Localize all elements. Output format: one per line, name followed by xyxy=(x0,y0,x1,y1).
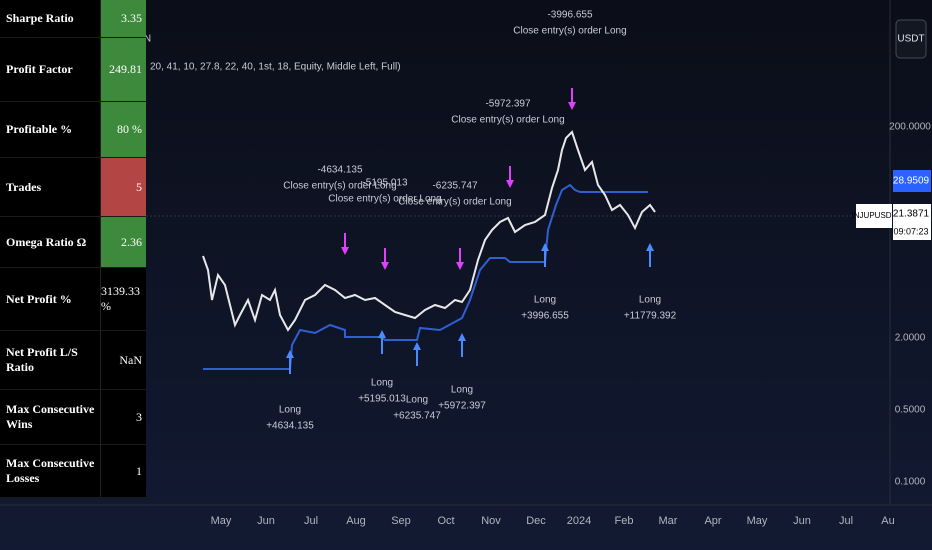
entry-arrow-head xyxy=(646,243,654,251)
time-label: Jul xyxy=(304,515,318,527)
stat-value: NaN xyxy=(100,331,146,389)
entry-amount: +3996.655 xyxy=(521,311,569,322)
time-label: Dec xyxy=(526,515,546,527)
stats-row: Profitable % 80 % xyxy=(0,102,146,158)
current-price: 21.3871 xyxy=(893,209,930,220)
entry-amount: +6235.747 xyxy=(393,411,441,422)
stat-name: Sharpe Ratio xyxy=(0,0,100,37)
currency-button xyxy=(895,19,927,59)
symbol-tag: INJUPUSDT xyxy=(852,211,897,220)
entry-label: Long xyxy=(451,385,473,396)
exit-amount: -6235.747 xyxy=(432,181,477,192)
time-label: Jun xyxy=(793,515,811,527)
time-label: Au xyxy=(881,515,894,527)
entry-arrow-head xyxy=(286,350,294,358)
stat-name: Net Profit L/S Ratio xyxy=(0,331,100,389)
entry-amount: +11779.392 xyxy=(624,311,677,322)
exit-arrow-head xyxy=(381,262,389,270)
countdown: 09:07:23 xyxy=(893,226,928,236)
entry-arrow-head xyxy=(413,342,421,350)
time-label: Jul xyxy=(839,515,853,527)
time-label: Feb xyxy=(615,515,634,527)
time-label: May xyxy=(747,515,768,527)
time-label: Nov xyxy=(481,515,501,527)
last-price-tag xyxy=(893,170,931,192)
exit-amount: -3996.655 xyxy=(547,10,592,21)
entry-arrow-head xyxy=(458,333,466,341)
symbol-tag-bg xyxy=(856,204,892,228)
currency-label: USDT xyxy=(897,34,924,45)
stats-row: Trades 5 xyxy=(0,158,146,217)
stat-name: Max Consecutive Wins xyxy=(0,390,100,444)
exit-amount: -4634.135 xyxy=(317,165,362,176)
stat-value: 3139.33 % xyxy=(100,268,146,330)
entry-label: Long xyxy=(534,295,556,306)
price-tick: 2.0000 xyxy=(895,333,926,344)
exit-label: Close entry(s) order Long xyxy=(328,194,441,205)
indicator-line: 20, 41, 10, 27.8, 22, 40, 1st, 18, Equit… xyxy=(150,62,401,73)
exit-label: Close entry(s) order Long xyxy=(451,115,564,126)
entry-amount: +5195.013 xyxy=(358,394,406,405)
entry-label: Long xyxy=(639,295,661,306)
stat-value: 5 xyxy=(100,158,146,216)
time-label: Apr xyxy=(704,515,721,527)
stat-name: Trades xyxy=(0,158,100,216)
stat-name: Profitable % xyxy=(0,102,100,157)
stats-row: Max Consecutive Wins 3 xyxy=(0,390,146,445)
price-tick: 200.0000 xyxy=(889,122,931,133)
entry-label: Long xyxy=(279,405,301,416)
stats-row: Profit Factor 249.81 xyxy=(0,38,146,102)
time-label: Oct xyxy=(437,515,454,527)
stat-value: 2.36 xyxy=(100,217,146,267)
price-tick: 0.5000 xyxy=(895,405,926,416)
stat-value: 3.35 xyxy=(100,0,146,37)
exit-amount: -5195.013 xyxy=(362,178,407,189)
time-label: Mar xyxy=(659,515,678,527)
time-label: May xyxy=(211,515,232,527)
equity-line xyxy=(203,183,648,370)
exit-arrow-head xyxy=(506,180,514,188)
time-label: Sep xyxy=(391,515,411,527)
stat-name: Profit Factor xyxy=(0,38,100,101)
stat-value: 80 % xyxy=(100,102,146,157)
entry-arrow-head xyxy=(378,330,386,338)
entry-label: Long xyxy=(371,378,393,389)
stat-value: 3 xyxy=(100,390,146,444)
exit-arrow-head xyxy=(456,262,464,270)
entry-arrow-head xyxy=(541,243,549,251)
stats-row: Net Profit % 3139.33 % xyxy=(0,268,146,331)
stat-name: Omega Ratio Ω xyxy=(0,217,100,267)
stat-value: 249.81 xyxy=(100,38,146,101)
stats-row: Net Profit L/S Ratio NaN xyxy=(0,331,146,390)
time-label: Aug xyxy=(346,515,366,527)
exit-label: Close entry(s) order Long xyxy=(398,197,511,208)
stats-table: Sharpe Ratio 3.35 Profit Factor 249.81 Profi… xyxy=(0,0,146,498)
exit-label: Close entry(s) order Long xyxy=(283,181,396,192)
stats-row: Omega Ratio Ω 2.36 xyxy=(0,217,146,268)
current-tag xyxy=(893,204,931,240)
stats-row: Sharpe Ratio 3.35 xyxy=(0,0,146,38)
time-label: Jun xyxy=(257,515,275,527)
exit-arrow-head xyxy=(341,247,349,255)
entry-amount: +4634.135 xyxy=(266,421,314,432)
exit-arrow-head xyxy=(568,102,576,110)
stat-name: Max Consecutive Losses xyxy=(0,445,100,497)
entry-amount: +5972.397 xyxy=(438,401,486,412)
price-line xyxy=(202,130,656,332)
exit-label: Close entry(s) order Long xyxy=(513,26,626,37)
stat-value: 1 xyxy=(100,445,146,497)
stat-name: Net Profit % xyxy=(0,268,100,330)
stats-row: Max Consecutive Losses 1 xyxy=(0,445,146,498)
last-price: 28.9509 xyxy=(893,176,930,187)
exit-amount: -5972.397 xyxy=(485,99,530,110)
time-label: 2024 xyxy=(567,515,591,527)
price-tick: 0.1000 xyxy=(895,477,926,488)
entry-label: Long xyxy=(406,395,428,406)
